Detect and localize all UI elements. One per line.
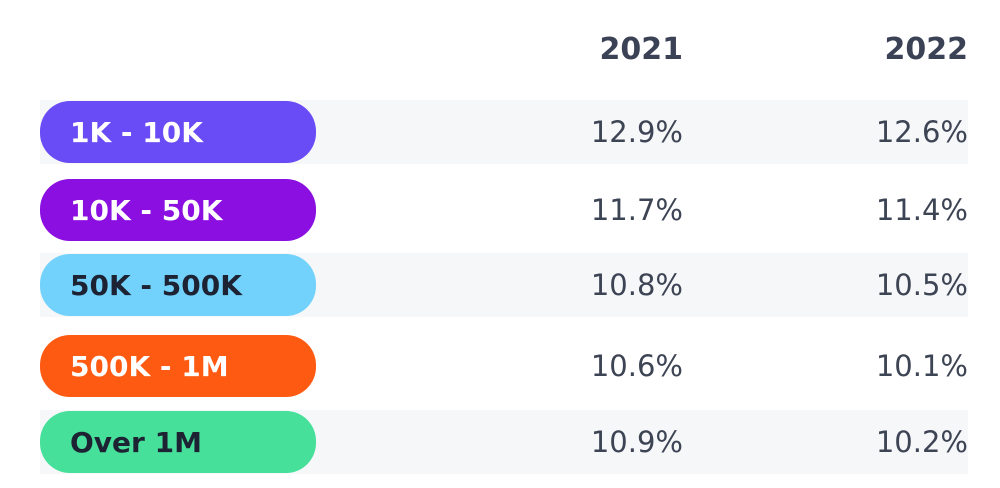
row-label: 1K - 10K	[40, 101, 316, 163]
row-label: 10K - 50K	[40, 179, 316, 241]
cell-value: 11.4%	[875, 193, 968, 227]
cell-value: 11.7%	[590, 193, 683, 227]
cell-value: 10.1%	[875, 349, 968, 383]
row-label: 500K - 1M	[40, 335, 316, 397]
row-label: Over 1M	[40, 411, 316, 473]
cell-value: 10.6%	[590, 349, 683, 383]
column-header: 2021	[599, 32, 684, 67]
cell-value: 10.8%	[590, 268, 683, 302]
row-label: 50K - 500K	[40, 254, 316, 316]
column-header: 2022	[884, 32, 969, 67]
cell-value: 10.2%	[875, 425, 968, 459]
cell-value: 10.5%	[875, 268, 968, 302]
cell-value: 12.9%	[590, 115, 683, 149]
cell-value: 12.6%	[875, 115, 968, 149]
cell-value: 10.9%	[590, 425, 683, 459]
